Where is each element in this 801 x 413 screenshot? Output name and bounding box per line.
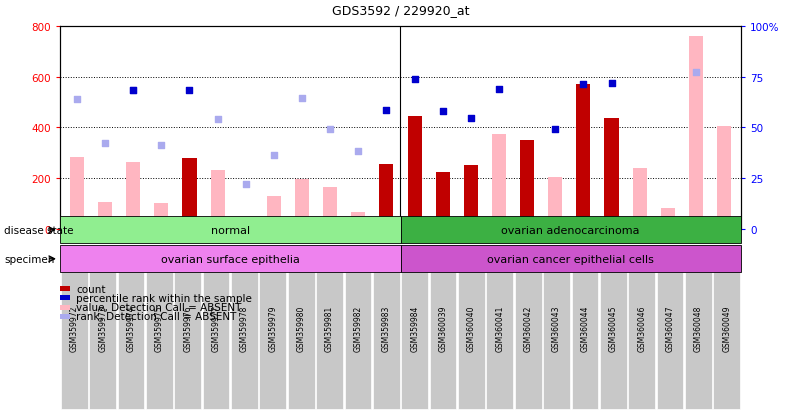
Text: GSM359981: GSM359981 (325, 305, 334, 351)
Point (99, 140, 111, 147)
Point (493, 87, 505, 93)
Text: specimen: specimen (4, 254, 54, 264)
Text: ovarian cancer epithelial cells: ovarian cancer epithelial cells (487, 254, 654, 264)
Point (409, 77, 421, 83)
Bar (70, 157, 84, 229)
Text: GSM359973: GSM359973 (99, 305, 107, 351)
Point (549, 126, 562, 133)
Text: GSM360048: GSM360048 (694, 305, 702, 351)
Bar (239, 228, 253, 229)
Point (577, 82, 590, 88)
Text: GSM359980: GSM359980 (296, 305, 306, 351)
Point (70, 97, 83, 104)
Text: percentile rank within the sample: percentile rank within the sample (76, 293, 252, 303)
Text: GSM359978: GSM359978 (240, 305, 249, 351)
Text: ovarian surface epithelia: ovarian surface epithelia (161, 254, 300, 264)
Bar (267, 196, 281, 229)
Point (268, 152, 280, 159)
Text: GSM359979: GSM359979 (268, 305, 277, 351)
Text: GSM360040: GSM360040 (467, 305, 476, 351)
Point (465, 116, 477, 123)
Bar (352, 212, 365, 229)
Text: GSM359983: GSM359983 (382, 305, 391, 351)
Text: GSM360045: GSM360045 (609, 305, 618, 351)
Point (127, 87, 139, 94)
Text: GSM360043: GSM360043 (552, 305, 561, 351)
Bar (548, 177, 562, 229)
Text: GSM359977: GSM359977 (211, 305, 220, 351)
Point (690, 69, 702, 76)
Bar (98, 203, 112, 229)
Point (605, 81, 618, 87)
Text: GSM359975: GSM359975 (155, 305, 164, 351)
Text: disease state: disease state (4, 225, 74, 235)
Point (211, 116, 224, 123)
Text: GSM359984: GSM359984 (410, 305, 419, 351)
Point (437, 108, 449, 115)
Text: GSM360047: GSM360047 (666, 305, 674, 351)
Point (380, 107, 392, 114)
Bar (380, 165, 393, 229)
Text: count: count (76, 284, 106, 294)
Bar (689, 37, 703, 229)
Text: GSM360046: GSM360046 (637, 305, 646, 351)
Bar (717, 127, 731, 229)
Point (155, 142, 167, 149)
Bar (183, 158, 196, 229)
Bar (323, 188, 337, 229)
Bar (127, 163, 140, 229)
Text: GSM360042: GSM360042 (524, 305, 533, 351)
Text: GSM360039: GSM360039 (439, 305, 448, 351)
Point (324, 126, 336, 133)
Text: GDS3592 / 229920_at: GDS3592 / 229920_at (332, 4, 469, 17)
Text: GSM360044: GSM360044 (581, 305, 590, 351)
Bar (155, 204, 168, 229)
Bar (211, 171, 224, 229)
Text: rank, Detection Call = ABSENT: rank, Detection Call = ABSENT (76, 311, 236, 321)
Bar (577, 85, 590, 229)
Text: value, Detection Call = ABSENT: value, Detection Call = ABSENT (76, 302, 241, 312)
Bar (661, 209, 674, 229)
Bar (295, 180, 309, 229)
Bar (633, 169, 646, 229)
Bar (520, 141, 534, 229)
Text: GSM360041: GSM360041 (495, 305, 505, 351)
Text: GSM359974: GSM359974 (127, 305, 135, 351)
Bar (408, 116, 421, 229)
Point (127, 87, 139, 94)
Text: GSM359976: GSM359976 (183, 305, 192, 351)
Text: GSM359982: GSM359982 (353, 305, 362, 351)
Text: GSM359972: GSM359972 (70, 305, 78, 351)
Point (239, 182, 252, 188)
Point (183, 87, 196, 94)
Bar (464, 166, 478, 229)
Point (296, 96, 308, 102)
Bar (605, 119, 618, 229)
Text: ovarian adenocarcinoma: ovarian adenocarcinoma (501, 225, 640, 235)
Text: normal: normal (211, 225, 250, 235)
Bar (436, 172, 449, 229)
Bar (492, 134, 506, 229)
Point (352, 149, 364, 155)
Text: GSM360049: GSM360049 (723, 305, 731, 351)
